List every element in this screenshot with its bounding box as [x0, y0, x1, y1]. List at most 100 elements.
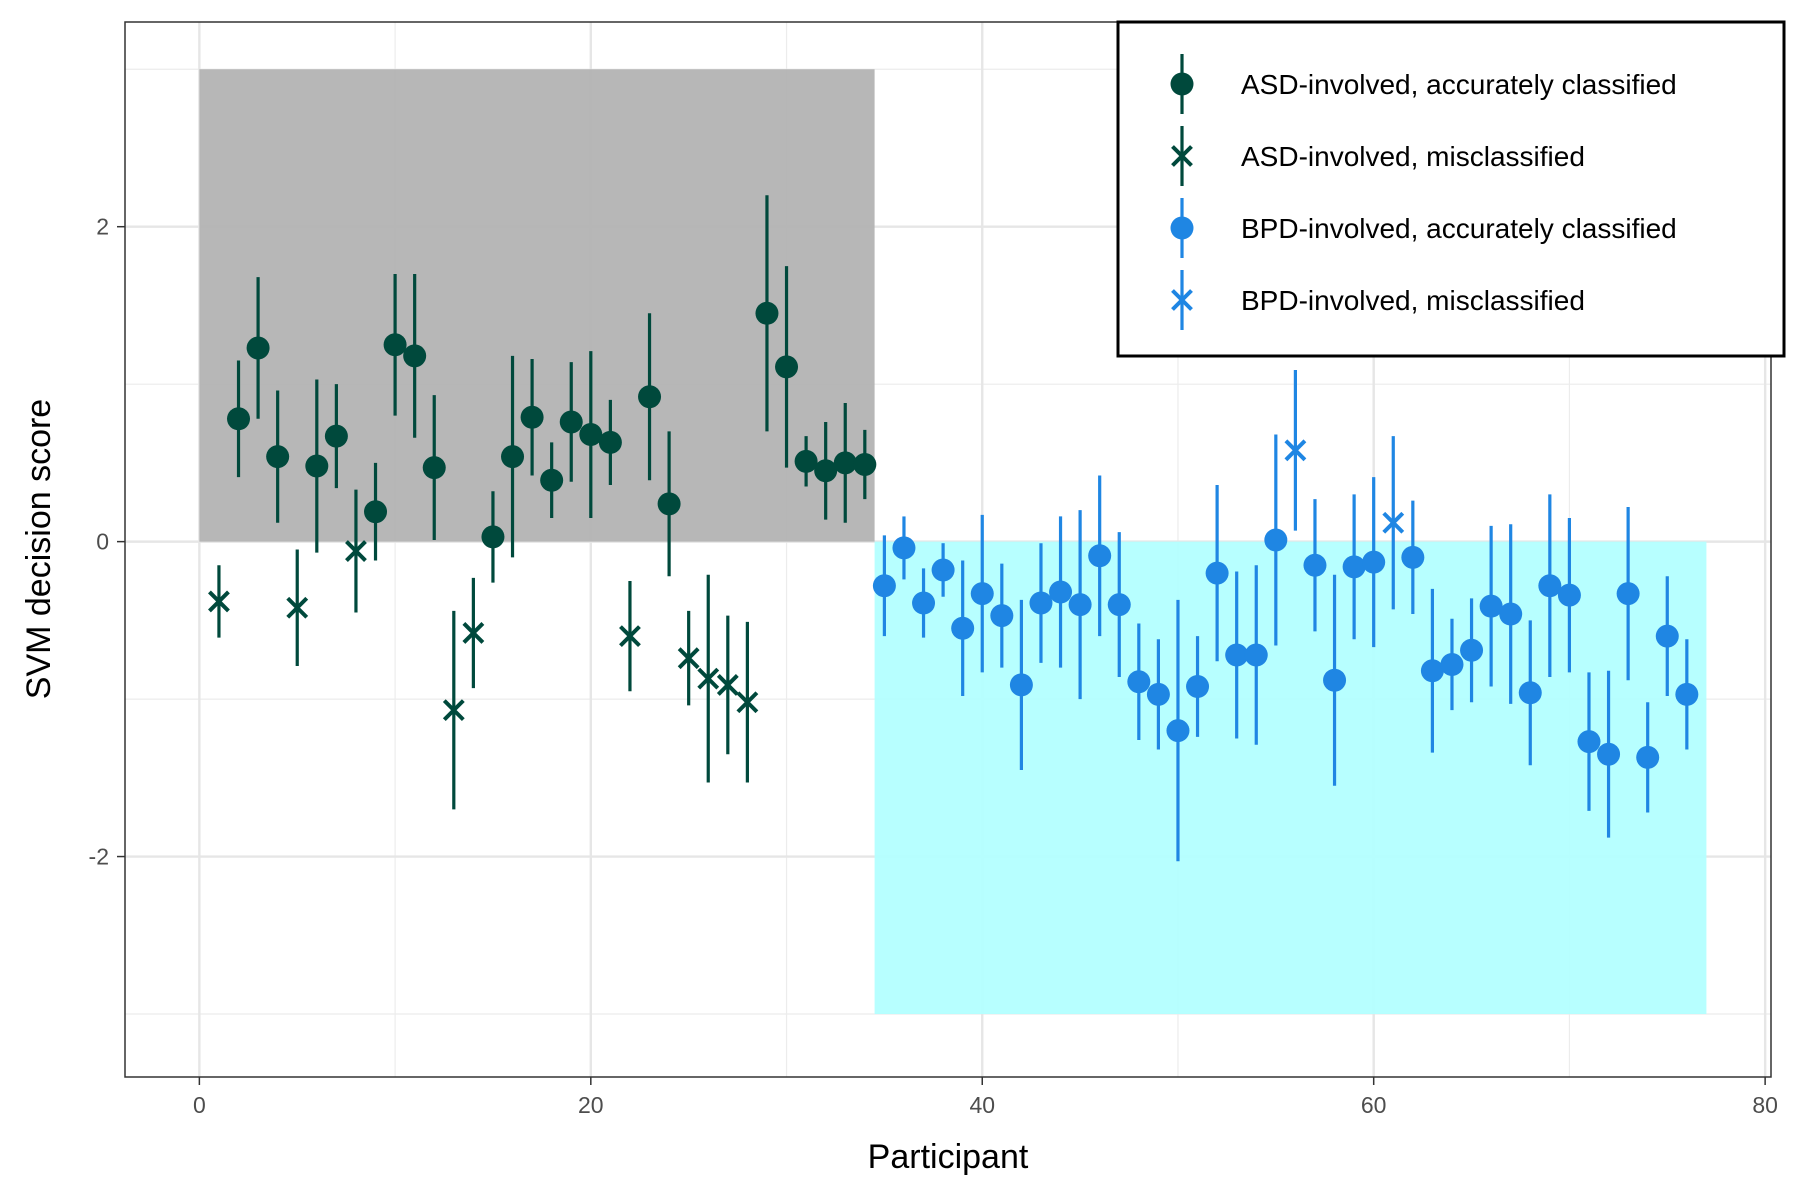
data-point: [1577, 730, 1601, 754]
data-point: [1323, 668, 1347, 692]
data-point-x: [619, 625, 641, 648]
legend-label: ASD-involved, misclassified: [1241, 141, 1585, 172]
data-point: [970, 582, 994, 606]
data-point-x: [677, 647, 700, 670]
data-point: [579, 423, 603, 447]
data-point: [1088, 544, 1112, 568]
data-point: [1127, 670, 1151, 694]
data-point: [1186, 674, 1210, 698]
axis-ticks: [117, 225, 1766, 1085]
data-point-x: [462, 622, 485, 644]
data-point: [1479, 594, 1503, 618]
series-1: [227, 195, 877, 583]
legend-key-x: [1171, 145, 1193, 167]
legend-label: ASD-involved, accurately classified: [1241, 69, 1677, 100]
data-point: [1029, 591, 1053, 615]
series-3: [872, 434, 1699, 862]
data-point-x: [1382, 511, 1405, 534]
tick-labels: 0 20 40 60 80 -2 0 2: [89, 214, 1778, 1118]
legend-label: BPD-involved, misclassified: [1241, 285, 1585, 316]
data-point-x: [736, 691, 759, 714]
data-point: [266, 445, 290, 469]
legend-item-1: ASD-involved, accurately classified: [1170, 54, 1677, 114]
data-point: [305, 454, 329, 478]
data-point: [1597, 742, 1621, 766]
legend: ASD-involved, accurately classified ASD-i…: [1116, 20, 1786, 358]
x-axis-title: Participant: [868, 1138, 1029, 1176]
data-point: [1518, 681, 1542, 705]
data-point: [1616, 582, 1640, 606]
data-point: [853, 452, 877, 476]
y-tick-label: 2: [96, 214, 109, 240]
data-point: [1499, 602, 1523, 626]
data-point: [1538, 574, 1562, 598]
series-4: [1284, 369, 1405, 610]
x-tick-label: 80: [1752, 1092, 1778, 1118]
y-tick-label: 0: [96, 529, 109, 555]
data-point: [324, 424, 348, 448]
legend-label: BPD-involved, accurately classified: [1241, 213, 1677, 244]
data-marks: [208, 195, 1699, 862]
data-point: [227, 407, 251, 431]
x-tick-label: 60: [1361, 1092, 1387, 1118]
data-point: [1166, 719, 1190, 743]
data-point: [1068, 593, 1092, 617]
data-point: [794, 449, 818, 473]
data-point: [1675, 682, 1699, 706]
data-point: [1146, 682, 1170, 706]
data-point: [931, 558, 955, 582]
legend-item-2: ASD-involved, misclassified: [1171, 126, 1585, 186]
data-point: [1009, 673, 1033, 697]
legend-box: [1116, 20, 1786, 358]
data-point: [833, 451, 857, 475]
data-point: [1225, 643, 1249, 667]
data-point-x: [286, 596, 309, 619]
data-point: [638, 385, 662, 409]
data-point: [657, 492, 681, 516]
data-point: [1420, 659, 1444, 683]
data-point: [1264, 528, 1288, 552]
data-point-x: [442, 699, 465, 722]
x-tick-label: 0: [193, 1092, 206, 1118]
data-point: [912, 591, 936, 615]
legend-item-3: BPD-involved, accurately classified: [1170, 198, 1677, 258]
y-tick-label: -2: [89, 844, 109, 870]
data-point: [775, 355, 799, 379]
x-tick-label: 20: [578, 1092, 604, 1118]
data-point: [814, 459, 838, 483]
data-point: [540, 468, 564, 492]
series-2: [208, 489, 759, 810]
data-point: [383, 333, 407, 357]
data-point: [990, 604, 1014, 628]
data-point: [1636, 745, 1660, 769]
data-point: [246, 336, 270, 360]
data-point: [1107, 593, 1131, 617]
data-point: [403, 344, 427, 368]
data-point: [422, 456, 446, 480]
data-point: [1362, 550, 1386, 574]
data-point: [1049, 580, 1073, 604]
data-point: [1557, 583, 1581, 607]
data-point: [559, 410, 583, 434]
data-point: [951, 616, 975, 640]
data-point: [755, 301, 779, 325]
data-point-x: [345, 540, 367, 562]
data-point: [1440, 652, 1464, 676]
data-point: [520, 405, 544, 429]
legend-key-circle: [1170, 216, 1194, 240]
legend-item-4: BPD-involved, misclassified: [1171, 270, 1585, 330]
data-point: [1401, 545, 1425, 569]
data-point-x: [208, 590, 230, 613]
data-point: [1205, 561, 1229, 585]
data-point: [501, 445, 525, 469]
data-point: [364, 500, 388, 524]
plot-panel-border: [124, 21, 1772, 1078]
data-point: [598, 430, 622, 454]
data-point: [1460, 638, 1484, 662]
y-axis-title: SVM decision score: [20, 399, 58, 699]
legend-key-x: [1171, 289, 1193, 311]
data-point: [1342, 555, 1366, 579]
data-point: [872, 574, 896, 598]
x-tick-label: 40: [969, 1092, 995, 1118]
data-point-x: [716, 674, 739, 696]
